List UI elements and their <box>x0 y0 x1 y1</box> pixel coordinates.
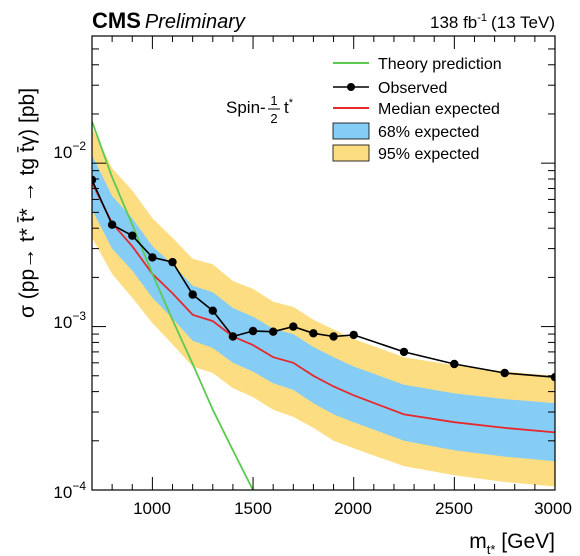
header-line: CMS Preliminary <box>92 8 246 33</box>
observed-point <box>168 257 177 267</box>
observed-point <box>289 322 298 331</box>
band-68-expected <box>92 155 555 462</box>
observed-point <box>148 253 157 262</box>
legend-95-marker <box>332 144 370 162</box>
observed-point <box>500 368 509 378</box>
x-tick-label: 3000 <box>534 499 572 518</box>
observed-point <box>450 359 459 369</box>
observed-point <box>107 220 117 229</box>
x-tick-label: 1000 <box>133 499 171 518</box>
legend-68-label: 68% expected <box>378 124 479 141</box>
legend-theory-label: Theory prediction <box>378 56 502 73</box>
signal-particle: t* <box>284 97 294 117</box>
luminosity-label: 138 fb-1 (13 TeV) <box>430 12 555 32</box>
observed-point <box>188 290 197 299</box>
observed-point <box>399 347 409 357</box>
y-axis-title: σ (pp→ t* t̄* → tg t̄γ) [pb] <box>16 88 39 318</box>
axis-ticks <box>91 35 556 491</box>
lumi-exponent: -1 <box>477 12 487 24</box>
plot-frame <box>91 35 556 491</box>
x-tick-label: 1500 <box>234 499 272 518</box>
legend-68-marker <box>332 122 370 140</box>
y-tick-label: 10−3 <box>53 309 86 332</box>
observed-point <box>329 332 338 341</box>
experiment-label: CMS <box>92 8 141 33</box>
legend-observed-marker <box>347 83 355 91</box>
x-axis-title: mt* [GeV] <box>469 530 555 556</box>
legend: Theory prediction Observed Median expect… <box>332 56 502 163</box>
observed-point <box>309 329 318 338</box>
observed-point <box>550 373 555 382</box>
observed-point <box>269 327 278 336</box>
legend-median-label: Median expected <box>378 101 500 118</box>
signal-frac-den: 2 <box>270 111 277 126</box>
observed-point <box>228 332 238 341</box>
signal-label: Spin- 1 2 t* <box>226 93 294 126</box>
x-tick-label: 2500 <box>435 499 473 518</box>
energy-label: (13 TeV) <box>491 13 555 32</box>
observed-line <box>92 179 555 378</box>
lumi-value: 138 fb <box>430 13 477 32</box>
observed-point <box>128 231 137 240</box>
y-tick-label: 10−4 <box>53 479 86 502</box>
x-tick-label: 2000 <box>334 499 372 518</box>
observed-point <box>208 306 217 315</box>
observed-point <box>248 326 258 336</box>
signal-frac-num: 1 <box>270 93 277 108</box>
observed-point <box>92 175 97 185</box>
signal-prefix: Spin- <box>226 98 266 117</box>
legend-observed-label: Observed <box>378 80 447 97</box>
status-label: Preliminary <box>145 11 246 33</box>
theory-prediction-line <box>92 121 254 490</box>
y-tick-label: 10−2 <box>53 139 86 162</box>
legend-95-label: 95% expected <box>378 146 479 163</box>
observed-point <box>349 330 358 340</box>
median-expected-line <box>92 182 555 434</box>
observed-points <box>92 175 555 382</box>
plot-area <box>92 121 555 490</box>
